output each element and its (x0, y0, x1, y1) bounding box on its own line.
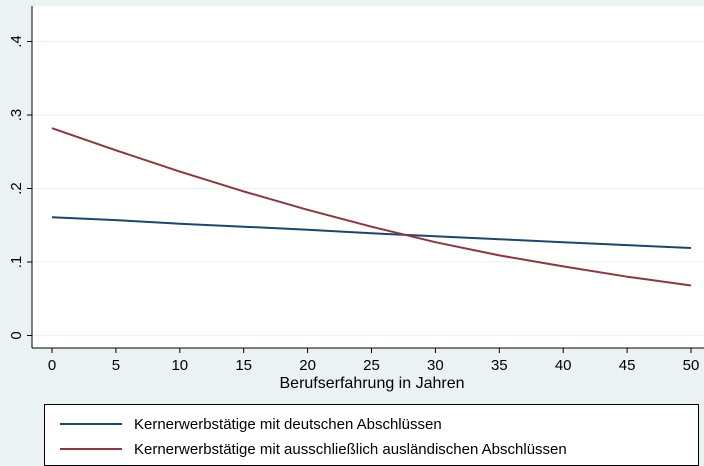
legend-label: Kernerwerbstätige mit deutschen Abschlüs… (134, 416, 442, 433)
x-tick-label: 40 (555, 357, 572, 374)
x-tick-label: 20 (299, 357, 316, 374)
legend-label: Kernerwerbstätige mit ausschließlich aus… (134, 441, 567, 458)
x-tick-label: 50 (683, 357, 700, 374)
legend-box (44, 404, 699, 466)
plot-area (32, 6, 704, 348)
x-tick-label: 15 (235, 357, 252, 374)
y-tick-label: .1 (8, 256, 25, 269)
axis-ticks: 0 .1 .2 .3 .4 0 5 10 15 20 25 30 35 40 45 50 (8, 35, 699, 374)
y-tick-label: .2 (8, 182, 25, 195)
x-tick-label: 25 (363, 357, 380, 374)
y-tick-label: 0 (8, 331, 25, 339)
series-line-1 (51, 216, 692, 249)
x-axis-title: Berufserfahrung in Jahren (280, 375, 465, 392)
y-tick-label: .3 (8, 109, 25, 122)
series-line-2 (51, 127, 692, 287)
legend: Kernerwerbstätige mit deutschen Abschlüs… (44, 404, 699, 466)
grid-lines (32, 41, 704, 336)
x-tick-label: 35 (491, 357, 508, 374)
x-tick-label: 5 (112, 357, 120, 374)
series-lines (51, 127, 692, 287)
y-tick-label: .4 (8, 35, 25, 48)
legend-entries: Kernerwerbstätige mit deutschen Abschlüs… (60, 416, 567, 458)
x-tick-label: 10 (171, 357, 188, 374)
x-tick-label: 0 (48, 357, 56, 374)
x-tick-label: 45 (619, 357, 636, 374)
x-tick-label: 30 (427, 357, 444, 374)
